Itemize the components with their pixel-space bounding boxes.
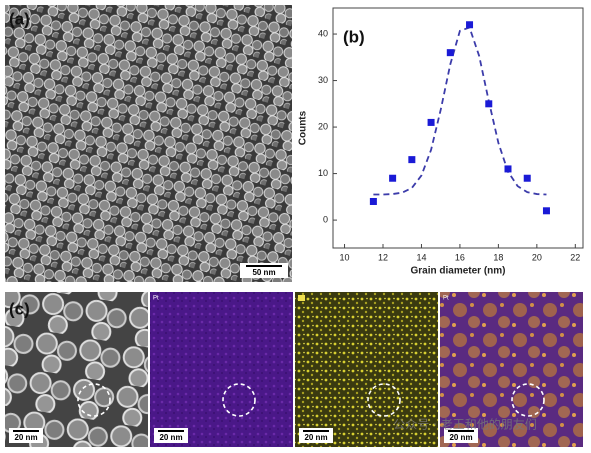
eds-map — [295, 292, 438, 447]
y-tick-label: 30 — [318, 75, 328, 85]
y-tick-label: 20 — [318, 121, 328, 131]
data-point — [523, 174, 531, 182]
panel-label: (c) — [9, 299, 30, 318]
data-point — [466, 21, 474, 29]
x-tick-label: 12 — [378, 252, 388, 262]
x-tick-label: 20 — [532, 252, 542, 262]
data-point — [504, 165, 512, 173]
data-point — [446, 49, 454, 57]
data-point — [427, 118, 435, 126]
map-label: Pt — [153, 296, 159, 302]
y-tick-label: 0 — [323, 214, 328, 224]
y-axis-label: Counts — [298, 110, 309, 145]
scale-bar-label: 20 nm — [159, 433, 182, 442]
data-point — [542, 207, 550, 215]
data-point — [485, 100, 493, 108]
map-label: Pt — [443, 296, 449, 302]
x-tick-label: 10 — [340, 252, 350, 262]
x-tick-label: 22 — [570, 252, 580, 262]
data-point — [408, 156, 416, 164]
x-tick-label: 16 — [455, 252, 465, 262]
panel-label: (b) — [343, 27, 365, 46]
sem-zoom — [5, 292, 148, 447]
data-point — [369, 197, 377, 205]
plot-frame — [332, 7, 584, 249]
y-tick-label: 10 — [318, 168, 328, 178]
map-legend — [298, 295, 305, 301]
scale-bars: 20 nm 20 nm 20 nm 20 nm — [9, 428, 478, 443]
highlight-circles — [77, 383, 545, 417]
panel-label: (a) — [9, 9, 30, 28]
x-tick-label: 14 — [416, 252, 426, 262]
data-point — [389, 174, 397, 182]
scale-bar-label: 20 nm — [449, 433, 472, 442]
fit-curve — [373, 26, 547, 196]
x-axis-label: Grain diameter (nm) — [410, 266, 505, 277]
y-tick-label: 40 — [318, 28, 328, 38]
eds-map — [440, 292, 583, 447]
scale-bar-label: 20 nm — [304, 433, 327, 442]
scale-bar-label: 20 nm — [14, 433, 37, 442]
eds-map — [150, 292, 293, 447]
sem-image — [5, 5, 292, 282]
x-tick-label: 18 — [493, 252, 503, 262]
scale-bar-label: 50 nm — [252, 268, 275, 277]
watermark: 公众号 · 老王和他的朋友们 — [393, 417, 536, 432]
